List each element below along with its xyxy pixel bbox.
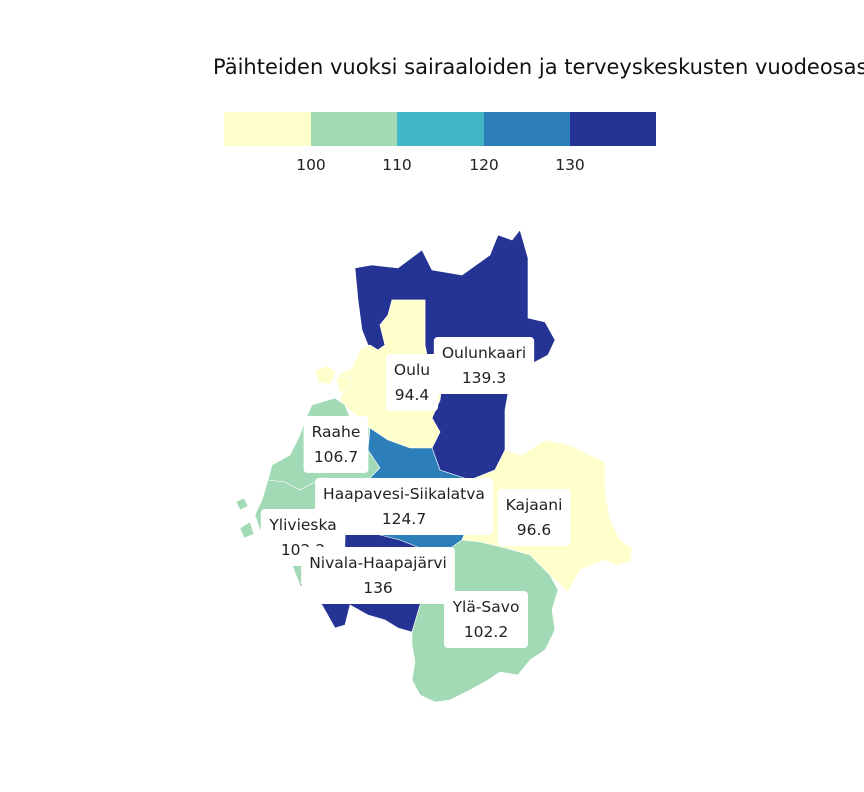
region-value-ylasavo: 102.2 <box>464 623 508 641</box>
region-label-box-nivala <box>301 547 455 604</box>
region-value-nivala: 136 <box>363 579 393 597</box>
region-ylivieska-island[interactable] <box>235 497 255 539</box>
region-label-box-raahe <box>303 416 369 473</box>
region-label-oulu: Oulu 94.4 <box>385 354 439 411</box>
legend-swatch-5 <box>570 112 656 146</box>
region-label-box-ylasavo <box>444 591 528 648</box>
region-name-oulunkaari: Oulunkaari <box>442 344 526 362</box>
region-name-raahe: Raahe <box>312 423 361 441</box>
region-value-raahe: 106.7 <box>314 448 358 466</box>
region-labels: Oulunkaari 139.3 Oulu 94.4 Raahe 106.7 Haapave… <box>260 337 571 648</box>
region-oulu-islands[interactable] <box>314 365 353 393</box>
legend-swatch-3 <box>397 112 484 146</box>
legend-tick-100: 100 <box>296 156 326 174</box>
legend-tick-110: 110 <box>382 156 412 174</box>
region-label-nivala: Nivala-Haapajärvi 136 <box>301 547 455 604</box>
region-value-haapavesi: 124.7 <box>382 510 426 528</box>
region-label-box-kajaani <box>497 489 571 546</box>
region-name-ylivieska: Ylivieska <box>268 516 336 534</box>
legend-swatch-4 <box>484 112 570 146</box>
region-label-ylasavo: Ylä-Savo 102.2 <box>444 591 528 648</box>
region-value-kajaani: 96.6 <box>517 521 552 539</box>
region-name-ylasavo: Ylä-Savo <box>452 598 520 616</box>
region-name-kajaani: Kajaani <box>506 496 563 514</box>
legend-swatch-2 <box>311 112 397 146</box>
legend-tick-120: 120 <box>469 156 499 174</box>
region-label-raahe: Raahe 106.7 <box>303 416 369 473</box>
region-label-kajaani: Kajaani 96.6 <box>497 489 571 546</box>
region-value-oulunkaari: 139.3 <box>462 369 506 387</box>
region-label-box-oulu <box>385 354 439 411</box>
legend-swatch-1 <box>224 112 311 146</box>
region-label-box-haapavesi <box>315 478 493 535</box>
color-legend: 100 110 120 130 <box>224 112 656 174</box>
region-name-nivala: Nivala-Haapajärvi <box>309 554 447 572</box>
region-label-haapavesi: Haapavesi-Siikalatva 124.7 <box>315 478 493 535</box>
region-label-oulunkaari: Oulunkaari 139.3 <box>433 337 535 394</box>
region-name-oulu: Oulu <box>394 361 430 379</box>
legend-tick-130: 130 <box>555 156 585 174</box>
region-label-box-oulunkaari <box>433 337 535 394</box>
region-name-haapavesi: Haapavesi-Siikalatva <box>323 485 485 503</box>
map-title: Päihteiden vuoksi sairaaloiden ja tervey… <box>213 55 864 79</box>
region-value-oulu: 94.4 <box>395 386 430 404</box>
